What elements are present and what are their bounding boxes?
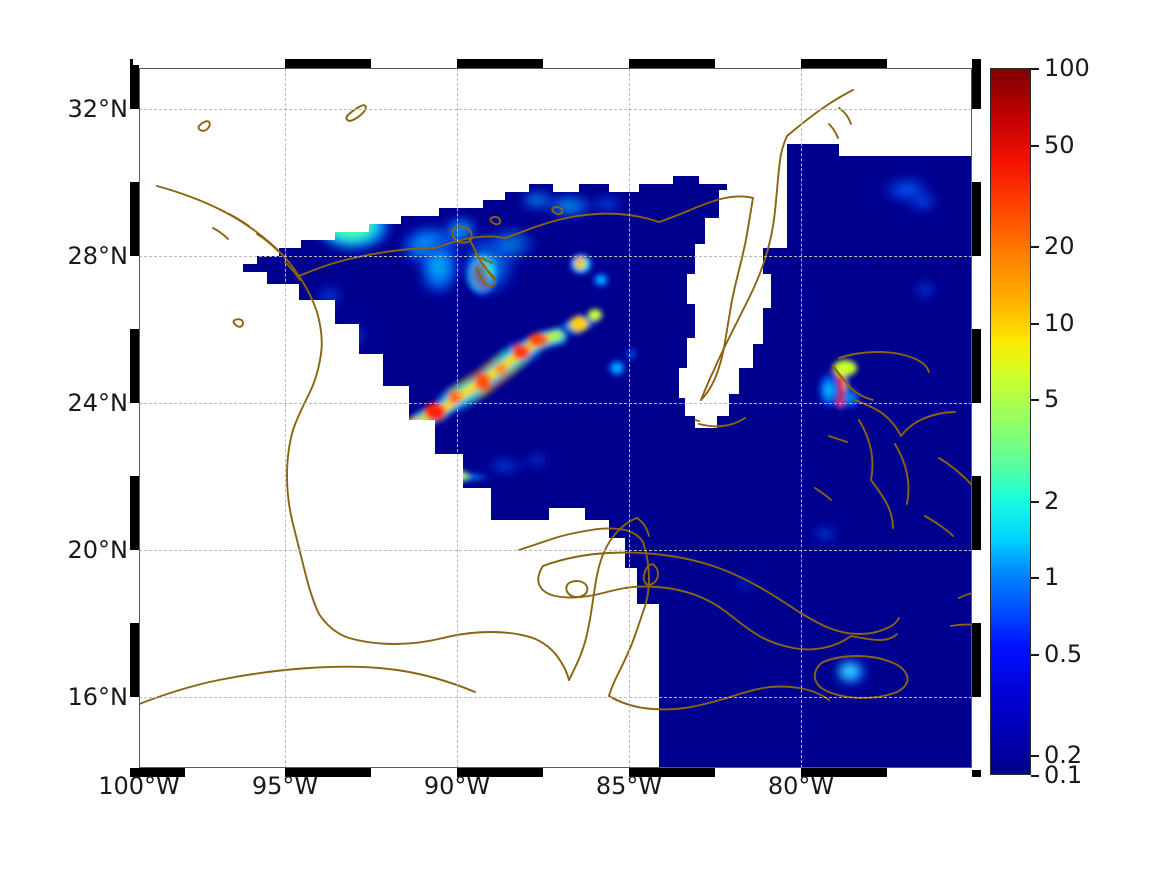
frame-tick-left [130,476,139,550]
ytick-label: 32°N [67,95,129,123]
colorbar-tickmark [1031,501,1039,503]
xtick-label: 95°W [251,772,319,800]
frame-strip-top [130,59,981,68]
colorbar-tickmark [1031,755,1039,757]
geospatial-data-raster [139,68,972,768]
colorbar-ticklabel: 0.1 [1044,761,1083,789]
xtick-label: 100°W [98,772,180,800]
gridline-lat-24 [139,403,972,404]
gridline-lon-100 [139,68,140,768]
ytick-label: 20°N [67,536,129,564]
colorbar-ticklabel: 0.5 [1044,640,1083,668]
colorbar-ticklabel: 10 [1044,309,1075,337]
colorbar-ticklabel: 0.2 [1044,741,1083,769]
colorbar-tickmark [1031,399,1039,401]
ytick-label: 24°N [67,389,129,417]
frame-tick-left [130,329,139,403]
frame-tick-top [285,59,371,68]
colorbar-ticklabel: 50 [1044,131,1075,159]
colorbar-tickmark [1031,775,1039,777]
colorbar-tickmark [1031,145,1039,147]
frame-tick-top [457,59,543,68]
frame-tick-left [130,65,139,109]
colorbar-tickmark [1031,323,1039,325]
frame-tick-top [801,59,887,68]
colorbar-ticklabel: 100 [1044,54,1090,82]
frame-tick-top [629,59,715,68]
colorbar-gradient [990,68,1031,775]
gridline-lat-32 [139,109,972,110]
xtick-label: 85°W [595,772,663,800]
frame-tick-left [130,623,139,697]
colorbar-ticklabel: 2 [1044,487,1060,515]
colorbar-tickmark [1031,577,1039,579]
gridline-lon-95 [285,68,286,768]
map-clip-region [139,68,972,768]
colorbar-ticklabel: 1 [1044,563,1060,591]
colorbar-ticklabel: 5 [1044,385,1060,413]
gridline-lon-90 [457,68,458,768]
xtick-label: 90°W [423,772,491,800]
frame-tick-top [130,59,133,68]
gridline-lat-20 [139,550,972,551]
frame-tick-right [972,329,981,403]
frame-strip-left [130,59,139,777]
colorbar[interactable]: 100 50 20 10 5 2 1 0.5 0.2 0.1 [990,54,1090,789]
gridline-lon-85 [629,68,630,768]
gridline-lat-28 [139,256,972,257]
gridline-lon-80 [801,68,802,768]
xtick-label: 80°W [767,772,835,800]
frame-tick-right [972,623,981,697]
frame-tick-right [972,770,981,777]
gridline-lat-16 [139,697,972,698]
colorbar-ticklabel: 20 [1044,232,1075,260]
frame-tick-left [130,182,139,256]
ytick-label: 28°N [67,242,129,270]
map-axes[interactable] [139,68,972,768]
colorbar-tickmark [1031,654,1039,656]
frame-strip-right [972,59,981,777]
frame-tick-right [972,59,981,109]
colorbar-tickmark [1031,246,1039,248]
colorbar-tickmark [1031,68,1039,70]
ytick-label: 16°N [67,683,129,711]
frame-tick-right [972,182,981,256]
frame-tick-right [972,476,981,550]
